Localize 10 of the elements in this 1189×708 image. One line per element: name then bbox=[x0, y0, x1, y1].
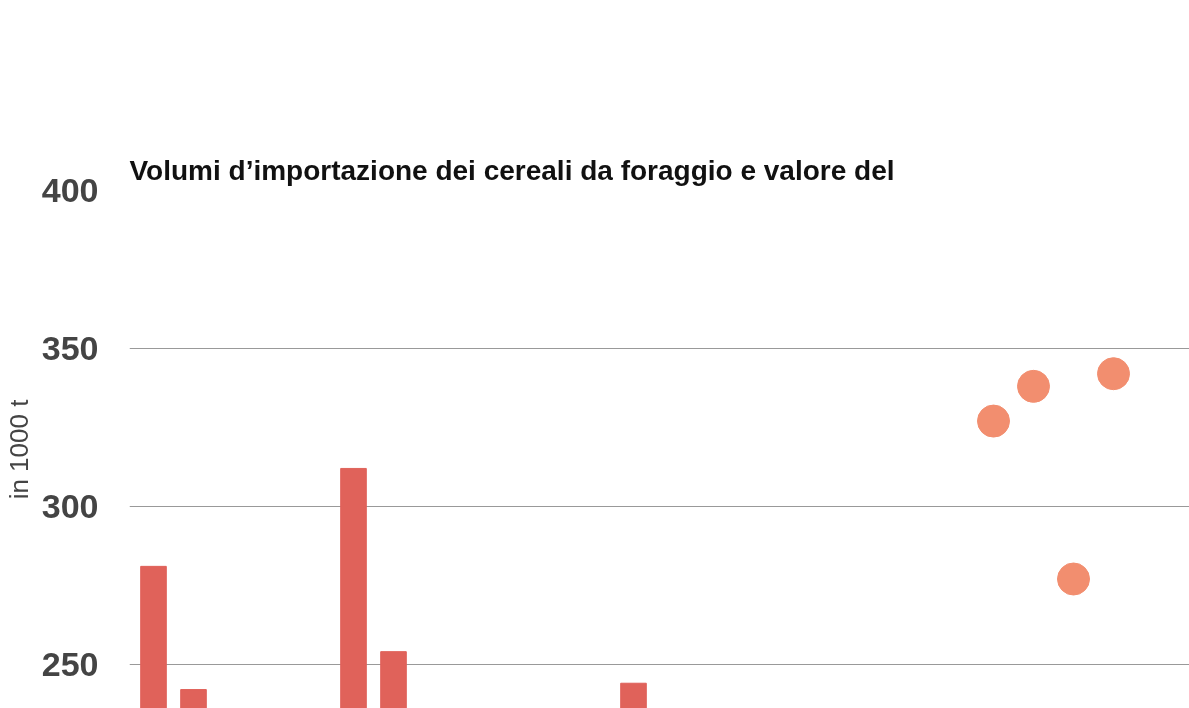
point bbox=[977, 404, 1010, 438]
y-tick-label: 300 bbox=[41, 486, 99, 525]
point bbox=[1097, 357, 1130, 391]
y-axis-title: in 1000 t bbox=[3, 398, 34, 500]
chart-title: Volumi d’importazione dei cereali da foraggio e valore del bbox=[129, 154, 895, 186]
point bbox=[1017, 369, 1050, 403]
y-tick-label: 350 bbox=[41, 328, 99, 367]
point bbox=[1057, 562, 1090, 596]
y-tick-label: 250 bbox=[41, 644, 99, 683]
y-tick-label: 400 bbox=[41, 171, 99, 209]
